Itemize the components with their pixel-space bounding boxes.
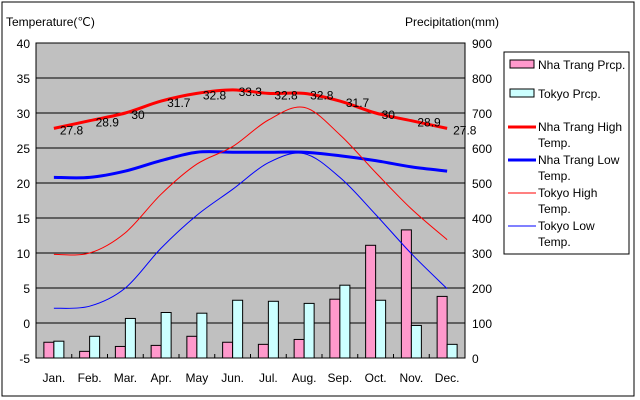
data-label: 33.3	[239, 85, 263, 99]
legend-box	[503, 51, 630, 255]
legend: Nha Trang Prcp. Tokyo Prcp. Nha Trang High…	[503, 51, 630, 255]
left-tick-label: 5	[23, 282, 30, 296]
bar-nha-trang-prcp	[257, 343, 269, 359]
left-tick-label: 30	[17, 107, 31, 121]
data-label: 30	[131, 108, 145, 122]
x-tick-label: May	[186, 371, 209, 385]
legend-label: Nha Trang Prcp.	[538, 58, 625, 72]
nha-trang-high-temp-line	[53, 88, 448, 130]
data-label: 31.7	[346, 96, 370, 110]
bar-nha-trang-prcp	[114, 345, 126, 359]
data-label: 30	[382, 108, 396, 122]
data-label: 27.8	[453, 123, 477, 137]
right-tick-label: 500	[472, 177, 492, 191]
left-tick-label: 35	[17, 72, 31, 86]
bar-tokyo-prcp	[53, 340, 65, 359]
tokyo-high-temp-line	[53, 106, 448, 256]
legend-swatch	[509, 59, 535, 69]
bar-nha-trang-prcp	[150, 344, 162, 359]
bar-tokyo-prcp	[339, 284, 351, 359]
right-axis-title: Precipitation(mm)	[405, 15, 499, 29]
bar-tokyo-prcp	[267, 300, 279, 359]
bar-nha-trang-prcp	[329, 298, 341, 359]
bar-tokyo-prcp	[303, 302, 315, 359]
bar-nha-trang-prcp	[222, 341, 234, 359]
data-label: 32.8	[310, 88, 334, 102]
left-tick-label: 40	[17, 37, 31, 51]
legend-label: Tokyo Low Temp.	[538, 219, 595, 249]
x-tick-label: Jan.	[43, 371, 66, 385]
bar-tokyo-prcp	[232, 299, 244, 359]
bar-nha-trang-prcp	[79, 350, 91, 359]
x-tick-label: Feb.	[78, 371, 102, 385]
data-label: 28.9	[96, 116, 120, 130]
x-tick-label: Apr.	[150, 371, 171, 385]
nha-trang-low-temp-line	[53, 150, 448, 180]
right-tick-label: 400	[472, 212, 492, 226]
x-tick-label: Aug.	[292, 371, 317, 385]
bar-tokyo-prcp	[375, 299, 387, 359]
right-tick-label: 100	[472, 317, 492, 331]
bar-nha-trang-prcp	[365, 244, 377, 359]
x-tick-label: Jun.	[221, 371, 244, 385]
x-tick-label: Dec.	[435, 371, 460, 385]
x-tick-label: Sep.	[328, 371, 353, 385]
legend-swatch	[509, 88, 535, 98]
bar-nha-trang-prcp	[293, 338, 305, 359]
left-tick-label: 25	[17, 142, 31, 156]
bar-tokyo-prcp	[89, 335, 101, 359]
x-tick-label: Oct.	[365, 371, 387, 385]
left-tick-label: 0	[23, 317, 30, 331]
data-label: 27.8	[60, 123, 84, 137]
right-tick-label: 700	[472, 107, 492, 121]
x-tick-label: Mar.	[114, 371, 137, 385]
legend-label: Tokyo High Temp.	[538, 186, 597, 216]
left-axis-title: Temperature(℃)	[6, 15, 95, 29]
bar-tokyo-prcp	[446, 343, 458, 359]
left-tick-label: -5	[19, 352, 30, 366]
bar-tokyo-prcp	[410, 324, 422, 359]
right-tick-label: 600	[472, 142, 492, 156]
data-label: 32.8	[203, 88, 227, 102]
x-tick-label: Nov.	[399, 371, 423, 385]
tokyo-low-temp-line	[53, 152, 448, 309]
right-tick-label: 200	[472, 282, 492, 296]
data-label: 31.7	[167, 96, 191, 110]
left-tick-label: 10	[17, 247, 31, 261]
legend-label: Nha Trang High Temp.	[538, 120, 622, 150]
left-tick-label: 20	[17, 177, 31, 191]
right-tick-label: 800	[472, 72, 492, 86]
bar-tokyo-prcp	[124, 317, 136, 359]
bar-nha-trang-prcp	[186, 335, 198, 359]
bar-nha-trang-prcp	[400, 229, 412, 359]
right-tick-label: 0	[472, 352, 479, 366]
bar-nha-trang-prcp	[43, 341, 55, 359]
bar-nha-trang-prcp	[436, 295, 448, 359]
plot-area	[35, 42, 466, 359]
x-tick-label: Jul.	[259, 371, 278, 385]
right-tick-label: 300	[472, 247, 492, 261]
bar-tokyo-prcp	[160, 312, 172, 359]
legend-label: Tokyo Prcp.	[538, 87, 601, 101]
bar-tokyo-prcp	[196, 312, 208, 359]
left-tick-label: 15	[17, 212, 31, 226]
right-tick-label: 900	[472, 37, 492, 51]
data-label: 32.8	[274, 88, 298, 102]
data-label: 28.9	[417, 116, 441, 130]
legend-label: Nha Trang Low Temp.	[538, 153, 620, 183]
